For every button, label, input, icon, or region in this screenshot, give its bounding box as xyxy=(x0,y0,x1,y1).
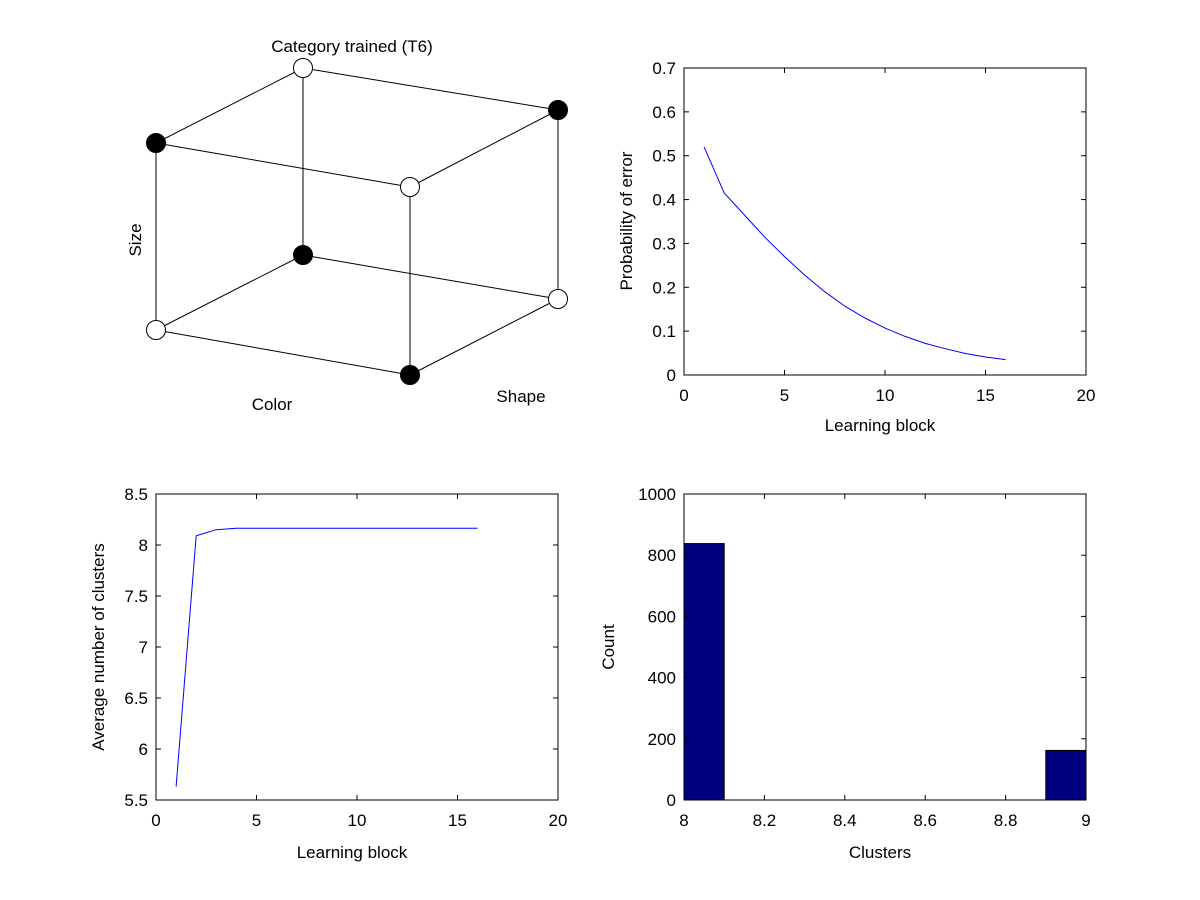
y-tick-label: 0.4 xyxy=(652,191,676,210)
cube-vertex-top-back-right-filled xyxy=(548,100,568,120)
cube-edge xyxy=(409,298,559,376)
y-tick-label: 8 xyxy=(139,536,148,555)
y-tick-label: 8.5 xyxy=(124,485,148,504)
cube-vertex-top-front-right-open xyxy=(400,177,420,197)
y-tick-label: 0 xyxy=(667,366,676,385)
x-tick-label: 20 xyxy=(1077,386,1096,405)
category-cube-diagram: Category trained (T6) Size Color Shape xyxy=(126,37,568,414)
x-tick-label: 8 xyxy=(679,811,688,830)
histogram-ylabel: Count xyxy=(599,624,618,670)
y-tick-label: 0.6 xyxy=(652,103,676,122)
x-tick-label: 20 xyxy=(549,811,568,830)
plot-frame xyxy=(683,493,1087,801)
error-chart-ticks: 0 5 10 15 20 0 0.1 0.2 0.3 0.4 0.5 0.6 0.7 xyxy=(652,59,1095,405)
cube-edge xyxy=(155,67,304,144)
cube-title: Category trained (T6) xyxy=(271,37,433,56)
clusters-chart-ylabel: Average number of clusters xyxy=(89,543,108,751)
y-tick-label: 6.5 xyxy=(124,689,148,708)
cube-shape-label: Shape xyxy=(496,387,545,406)
cube-vertex-top-front-left-filled xyxy=(146,133,166,153)
x-tick-label: 8.6 xyxy=(913,811,937,830)
x-tick-label: 5 xyxy=(252,811,261,830)
cube-color-label: Color xyxy=(252,395,293,414)
cube-edge xyxy=(155,254,304,331)
y-tick-label: 0.5 xyxy=(652,147,676,166)
cube-vertex-bottom-back-right-open xyxy=(548,289,568,309)
x-tick-label: 0 xyxy=(151,811,160,830)
histogram-bar xyxy=(1045,749,1087,801)
cube-edges xyxy=(155,67,559,376)
x-tick-label: 0 xyxy=(679,386,688,405)
clusters-histogram: 8 8.2 8.4 8.6 8.8 9 0 200 400 600 800 1000 Clusters… xyxy=(599,485,1091,862)
y-tick-label: 0.3 xyxy=(652,234,676,253)
cube-vertex-bottom-back-left-filled xyxy=(293,245,313,265)
histogram-bar xyxy=(683,543,725,801)
y-tick-label: 0.1 xyxy=(652,322,676,341)
y-tick-label: 7 xyxy=(139,638,148,657)
cube-vertex-bottom-front-left-open xyxy=(146,320,166,340)
clusters-chart-xlabel: Learning block xyxy=(297,843,408,862)
y-tick-label: 800 xyxy=(648,546,676,565)
histogram-axes xyxy=(683,493,1087,801)
error-probability-chart: 0 5 10 15 20 0 0.1 0.2 0.3 0.4 0.5 0.6 0.7 Learning … xyxy=(617,59,1095,435)
cube-edge xyxy=(409,109,559,188)
cube-edge xyxy=(155,329,411,376)
y-tick-label: 200 xyxy=(648,730,676,749)
y-tick-label: 5.5 xyxy=(124,791,148,810)
x-tick-label: 15 xyxy=(448,811,467,830)
y-tick-label: 6 xyxy=(139,740,148,759)
y-tick-label: 0.2 xyxy=(652,278,676,297)
error-chart-series xyxy=(703,146,1006,361)
series-line xyxy=(175,527,478,787)
x-tick-label: 8.2 xyxy=(753,811,777,830)
x-tick-label: 5 xyxy=(780,386,789,405)
error-chart-xlabel: Learning block xyxy=(825,416,936,435)
cube-edge xyxy=(155,142,411,188)
cube-vertex-top-back-left-open xyxy=(293,58,313,78)
y-tick-label: 0 xyxy=(667,791,676,810)
y-tick-label: 600 xyxy=(648,607,676,626)
clusters-chart-axes xyxy=(155,493,559,801)
y-tick-label: 400 xyxy=(648,669,676,688)
plot-frame xyxy=(683,67,1087,376)
clusters-chart-ticks: 0 5 10 15 20 5.5 6 6.5 7 7.5 8 8.5 xyxy=(124,485,567,830)
x-tick-label: 9 xyxy=(1081,811,1090,830)
cube-vertices xyxy=(146,58,568,385)
histogram-ticks: 8 8.2 8.4 8.6 8.8 9 0 200 400 600 800 1000 xyxy=(638,485,1091,830)
error-chart-ylabel: Probability of error xyxy=(617,151,636,290)
x-tick-label: 15 xyxy=(976,386,995,405)
error-chart-axes xyxy=(683,67,1087,376)
x-tick-label: 8.8 xyxy=(994,811,1018,830)
average-clusters-chart: 0 5 10 15 20 5.5 6 6.5 7 7.5 8 8.5 Learning block A… xyxy=(89,485,567,862)
cube-size-label: Size xyxy=(126,223,145,256)
x-tick-label: 10 xyxy=(348,811,367,830)
cube-edge xyxy=(302,254,559,300)
histogram-xlabel: Clusters xyxy=(849,843,911,862)
plot-frame xyxy=(155,493,559,801)
x-tick-label: 8.4 xyxy=(833,811,857,830)
clusters-chart-series xyxy=(175,527,478,787)
x-tick-label: 10 xyxy=(876,386,895,405)
series-line xyxy=(703,146,1006,361)
y-tick-label: 0.7 xyxy=(652,59,676,78)
y-tick-label: 1000 xyxy=(638,485,676,504)
y-tick-label: 7.5 xyxy=(124,587,148,606)
cube-vertex-bottom-front-right-filled xyxy=(400,365,420,385)
cube-edge xyxy=(302,67,559,111)
